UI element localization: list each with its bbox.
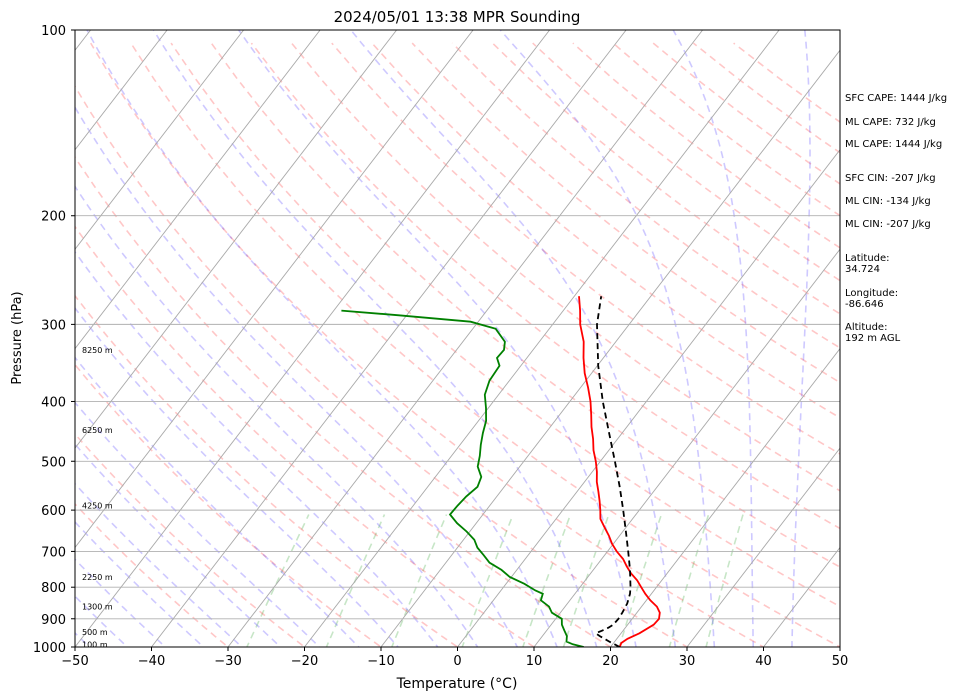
moist-adiabat-line bbox=[75, 482, 244, 647]
height-label: 8250 m bbox=[82, 346, 113, 355]
dry-adiabat-line bbox=[75, 294, 460, 647]
isotherm-line bbox=[75, 30, 168, 151]
isotherm-line bbox=[75, 30, 244, 250]
longitude-label: Longitude: -86.646 bbox=[845, 288, 899, 310]
x-tick-label: −10 bbox=[367, 654, 394, 669]
moist-adiabat-line bbox=[152, 30, 598, 647]
moist-adiabat-line bbox=[238, 30, 637, 647]
x-tick-label: 20 bbox=[602, 654, 619, 669]
isotherm-line bbox=[457, 149, 840, 647]
dry-adiabat-line bbox=[75, 155, 613, 647]
moist-adiabat-line bbox=[75, 595, 129, 647]
mixing-ratio-line bbox=[325, 514, 386, 647]
x-axis-label: Temperature (°C) bbox=[396, 676, 518, 692]
x-tick-label: −50 bbox=[61, 654, 88, 669]
sounding-profiles bbox=[341, 296, 661, 647]
y-tick-label: 100 bbox=[41, 24, 66, 39]
mixing-ratio-line bbox=[705, 514, 744, 647]
isotherm-line bbox=[75, 30, 474, 549]
height-label: 1300 m bbox=[82, 603, 113, 612]
y-tick-label: 200 bbox=[41, 210, 66, 225]
y-tick-label: 900 bbox=[41, 613, 66, 628]
isotherm-line bbox=[610, 347, 840, 647]
plot-background bbox=[75, 30, 840, 647]
altitude-label: Altitude: 192 m AGL bbox=[845, 322, 901, 344]
isotherm-line bbox=[75, 30, 550, 647]
ml-cin-label: ML CIN: -134 J/kg bbox=[845, 196, 931, 207]
isotherm-line bbox=[304, 30, 780, 647]
mixing-ratio-line bbox=[390, 514, 448, 647]
moist-adiabat-line bbox=[75, 185, 479, 647]
x-tick-label: 50 bbox=[832, 654, 849, 669]
mixing-ratio-line bbox=[246, 514, 310, 647]
ml-cape-label-2: ML CAPE: 1444 J/kg bbox=[845, 139, 943, 150]
dry-adiabat-line bbox=[170, 42, 840, 608]
x-tick-label: 40 bbox=[755, 654, 772, 669]
moist-adiabat-line bbox=[75, 520, 205, 647]
isotherm-line bbox=[380, 49, 840, 647]
height-labels: 100 m 500 m 1300 m 2250 m 4250 m 6250 m 8250 m bbox=[82, 346, 113, 649]
y-axis-ticks: 1000 900 800 700 600 500 400 300 200 100 bbox=[33, 24, 75, 656]
moist-adiabat-line bbox=[672, 30, 754, 647]
isotherm-line bbox=[75, 30, 397, 449]
chart-title: 2024/05/01 13:38 MPR Sounding bbox=[334, 8, 581, 26]
dry-adiabat-line bbox=[411, 42, 840, 384]
dry-adiabat-line bbox=[331, 42, 840, 455]
sfc-cape-label: SFC CAPE: 1444 J/kg bbox=[845, 93, 948, 104]
moist-adiabat-line bbox=[499, 30, 716, 647]
moist-adiabat-line bbox=[75, 558, 167, 647]
moist-adiabat-line bbox=[75, 401, 321, 647]
isotherm-line bbox=[686, 447, 840, 647]
latitude-label: Latitude: 34.724 bbox=[845, 253, 890, 275]
y-tick-label: 800 bbox=[41, 581, 66, 596]
dry-adiabat-line bbox=[130, 42, 840, 647]
y-tick-label: 1000 bbox=[33, 641, 66, 656]
y-axis-label: Pressure (hPa) bbox=[10, 291, 25, 384]
x-tick-label: −30 bbox=[214, 654, 241, 669]
y-tick-label: 300 bbox=[41, 318, 66, 333]
moist-adiabat-line bbox=[75, 250, 439, 647]
isotherm-line bbox=[151, 30, 627, 647]
dry-adiabat-line bbox=[290, 42, 840, 492]
isotherm-line bbox=[227, 30, 703, 647]
mixing-ratio-line bbox=[522, 514, 572, 647]
mixing-ratio-line bbox=[618, 514, 663, 647]
ml-cin-label-2: ML CIN: -207 J/kg bbox=[845, 219, 931, 230]
isotherm-line bbox=[75, 30, 321, 350]
background-lines bbox=[75, 30, 840, 647]
mixing-ratio-line bbox=[461, 514, 514, 647]
height-label: 500 m bbox=[82, 628, 108, 637]
height-label: 100 m bbox=[82, 640, 108, 649]
x-tick-label: −40 bbox=[138, 654, 165, 669]
height-label: 6250 m bbox=[82, 426, 113, 435]
moist-adiabat-line bbox=[791, 30, 811, 647]
height-label: 2250 m bbox=[82, 573, 113, 582]
y-tick-label: 400 bbox=[41, 395, 66, 410]
x-tick-label: 10 bbox=[526, 654, 543, 669]
parcel-path bbox=[593, 296, 632, 647]
height-label: 4250 m bbox=[82, 502, 113, 511]
dry-adiabat-line bbox=[75, 363, 383, 647]
dewpoint-profile bbox=[341, 309, 584, 647]
dry-adiabat-line bbox=[371, 42, 840, 419]
moist-adiabat-line bbox=[75, 105, 519, 647]
moist-adiabat-line bbox=[75, 443, 282, 647]
moist-adiabat-line bbox=[86, 30, 558, 647]
x-tick-label: −20 bbox=[291, 654, 318, 669]
mixing-ratio-line bbox=[668, 514, 710, 647]
ml-cape-label: ML CAPE: 732 J/kg bbox=[845, 117, 936, 128]
y-tick-label: 700 bbox=[41, 545, 66, 560]
dry-adiabat-line bbox=[75, 432, 306, 647]
sfc-cin-label: SFC CIN: -207 J/kg bbox=[845, 173, 936, 184]
y-tick-label: 600 bbox=[41, 504, 66, 519]
x-tick-label: 0 bbox=[453, 654, 461, 669]
y-tick-label: 500 bbox=[41, 455, 66, 470]
temperature-profile bbox=[578, 296, 661, 647]
mixing-ratio-line bbox=[562, 514, 610, 647]
x-axis-ticks: −50 −40 −30 −20 −10 0 10 20 30 40 50 bbox=[61, 647, 848, 669]
x-tick-label: 30 bbox=[679, 654, 696, 669]
